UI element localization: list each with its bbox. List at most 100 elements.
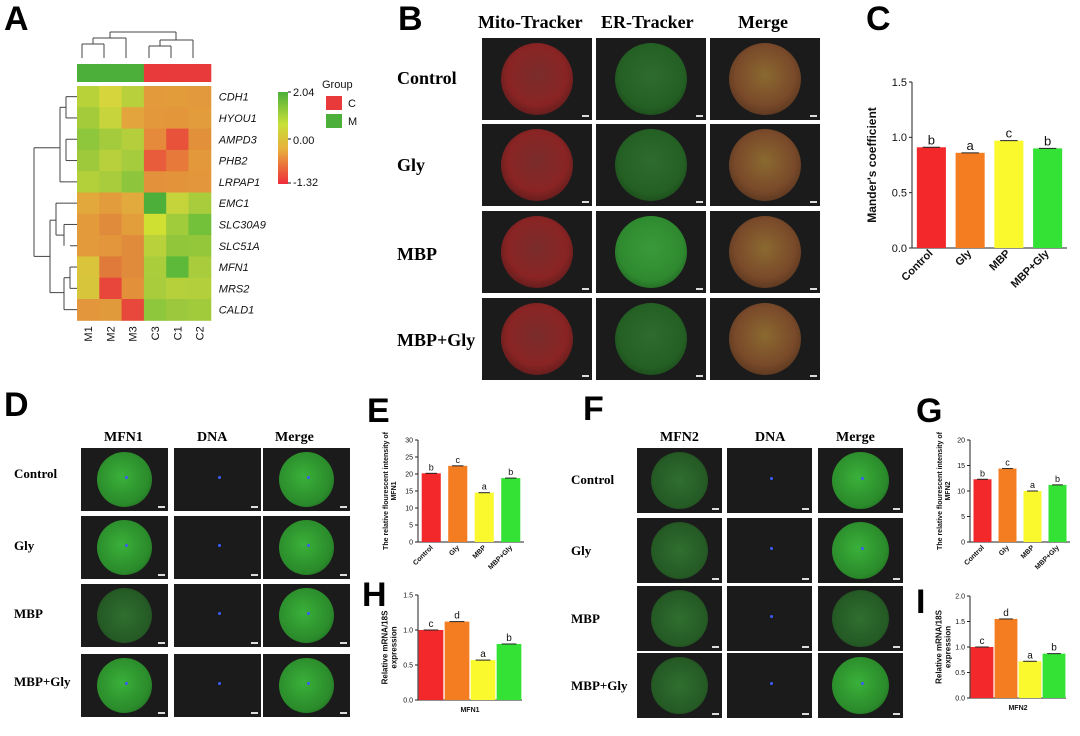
micrograph-d (174, 584, 261, 647)
x-axis-label: MFN2 (1008, 705, 1027, 712)
heatmap-cell (188, 213, 212, 236)
scale-bar (802, 646, 809, 648)
dna-spot (124, 682, 128, 686)
heatmap-cell (77, 149, 100, 172)
oocyte-disc (728, 128, 802, 202)
gene-label: CDH1 (219, 92, 249, 104)
heatmap-cell (99, 192, 123, 215)
heatmap-cell (121, 171, 145, 193)
heatmap-cell (166, 171, 189, 193)
micrograph-d (263, 448, 350, 511)
significance-letter: a (482, 482, 487, 492)
gene-label: SLC30A9 (219, 219, 266, 231)
significance-letter: a (1027, 650, 1033, 661)
oocyte-disc (831, 589, 890, 648)
heatmap-cell (121, 299, 145, 321)
oocyte-disc (650, 656, 709, 715)
panel-label-a: A (4, 0, 29, 38)
oocyte-disc (96, 519, 153, 576)
micrograph-d (81, 448, 168, 511)
bar (474, 492, 494, 542)
y-tick-label: 5 (409, 522, 413, 529)
micrograph-f (637, 448, 722, 513)
y-tick-label: 0.0 (403, 697, 413, 704)
y-tick-label: 0 (961, 539, 965, 546)
significance-letter: c (980, 636, 985, 647)
panel-label-e: E (367, 392, 390, 430)
dna-spot (769, 547, 773, 551)
micrograph-d (174, 448, 261, 511)
color-scale-bar (278, 92, 288, 184)
dna-spot (769, 615, 773, 619)
significance-letter: c (456, 455, 461, 465)
gene-label: LRPAP1 (219, 177, 260, 189)
column-header-er-tracker: ER-Tracker (601, 12, 694, 32)
column-header-merge-f: Merge (836, 430, 875, 445)
group-legend-label: C (348, 98, 356, 110)
category-label: MBP+Gly (487, 544, 514, 571)
column-header-dna-f: DNA (755, 430, 786, 445)
heatmap-cell (166, 86, 189, 108)
y-tick-label: 0.0 (892, 243, 907, 255)
group-bar-cell (121, 64, 145, 82)
heatmap-cell (188, 149, 212, 172)
scale-bar (696, 201, 703, 203)
heatmap-cell (121, 107, 145, 130)
color-scale-tick: 2.04 (293, 87, 314, 99)
micrograph-b (710, 298, 820, 380)
y-tick-label: 15 (957, 463, 965, 470)
scale-bar (712, 713, 719, 715)
micrograph-b (482, 38, 592, 120)
dna-spot (306, 544, 310, 548)
bar (470, 660, 496, 700)
dna-spot (769, 477, 773, 481)
heatmap-cell (143, 235, 167, 257)
significance-letter: a (967, 138, 975, 153)
y-tick-label: 0 (409, 539, 413, 546)
y-tick-label: 0.0 (955, 695, 965, 702)
significance-letter: c (1006, 126, 1013, 141)
panel-label-h: H (362, 576, 387, 614)
micrograph-d (263, 654, 350, 717)
column-header-mito-tracker: Mito-Tracker (478, 12, 583, 32)
heatmap-cell (99, 171, 123, 193)
heatmap-cell (166, 213, 189, 236)
oocyte-disc (614, 128, 688, 202)
panel-label-g: G (916, 392, 943, 430)
y-axis-label-line: expression (389, 626, 398, 668)
oocyte-disc (741, 452, 798, 509)
oocyte-disc (728, 215, 802, 289)
oocyte-disc (650, 521, 709, 580)
category-label: MBP (1020, 544, 1036, 560)
row-label-control-f: Control (571, 472, 615, 487)
micrograph-f (818, 653, 903, 718)
bar (1018, 661, 1042, 698)
category-label: Gly (953, 247, 975, 269)
micrograph-f (818, 448, 903, 513)
oocyte-disc (278, 657, 335, 714)
heatmap-cell (121, 256, 145, 279)
panel-label-f: F (583, 390, 604, 428)
y-tick-label: 20 (957, 437, 965, 444)
bar-chart-c: 0.00.51.01.5bControlaGlycMBPbMBP+GlyMand… (865, 77, 1067, 290)
heatmap-cell (166, 128, 189, 151)
micrograph-b (482, 211, 592, 293)
oocyte-disc (728, 42, 802, 116)
column-header-merge-d: Merge (275, 430, 314, 445)
heatmap-cell (121, 235, 145, 257)
scale-bar (582, 115, 589, 117)
group-bar-cell (166, 64, 189, 82)
heatmap-cell (77, 107, 100, 130)
y-axis-label-line: MFN2 (945, 481, 952, 500)
group-legend-swatch (326, 96, 342, 110)
row-label-mbp-f: MBP (571, 611, 600, 626)
group-legend-label: M (348, 116, 357, 128)
y-tick-label: 0.5 (955, 670, 965, 677)
y-tick-label: 30 (405, 437, 413, 444)
heatmap-cell (99, 256, 123, 279)
y-tick-label: 10 (405, 505, 413, 512)
gene-label: MRS2 (219, 283, 250, 295)
gene-label: CALD1 (219, 305, 254, 317)
row-label-mbp: MBP (397, 244, 437, 264)
scale-bar (893, 713, 900, 715)
